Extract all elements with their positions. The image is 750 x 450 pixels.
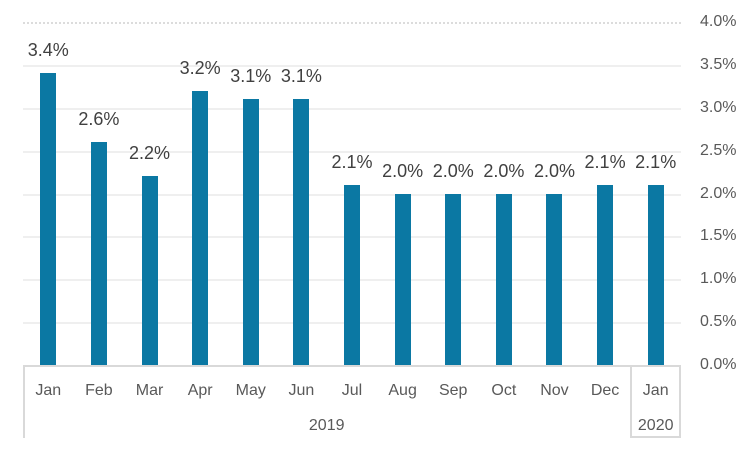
x-month-label: Apr [187,382,213,399]
bar [495,193,512,365]
bar-data-label: 2.1% [331,151,373,172]
bar [192,90,209,365]
x-month-label: Sep [438,382,468,399]
bar-data-label: 3.1% [280,66,322,87]
x-month-label: Nov [540,382,569,399]
x-axis-border-vertical [630,365,633,438]
gridline [23,150,681,153]
x-axis-border-bottom [630,436,681,438]
bar-data-label: 2.6% [78,109,120,130]
x-axis-border-vertical [23,365,25,438]
y-tick-label: 2.5% [700,141,737,159]
x-month-label: Jul [341,382,363,399]
bar [546,193,563,365]
bar-data-label: 3.2% [179,57,221,78]
bar [141,176,158,365]
x-month-label: Jan [35,382,62,399]
bar [647,184,664,365]
y-tick-label: 0.0% [700,356,737,373]
bar [90,142,107,365]
bar-data-label: 2.0% [382,160,424,181]
bar-data-label: 3.1% [230,66,272,87]
year-label: 2019 [308,417,345,434]
bar-data-label: 2.0% [432,160,474,181]
gridline [23,64,681,67]
x-month-label: Aug [388,382,417,399]
x-month-label: May [235,382,266,399]
x-axis-border-vertical [679,365,681,438]
bar-data-label: 2.1% [635,151,677,172]
bar-data-label: 2.2% [129,143,171,164]
y-tick-label: 1.5% [700,227,737,245]
bar [597,184,614,365]
x-month-label: Feb [85,382,113,399]
bar [293,99,310,365]
x-axis-line [23,365,681,367]
y-tick-label: 4.0% [700,13,737,30]
y-tick-label: 2.0% [700,184,737,202]
bar-data-label: 2.0% [483,160,525,181]
y-tick-label: 0.5% [700,313,737,331]
x-month-label: Jan [642,382,669,399]
bar-data-label: 2.1% [584,151,626,172]
bar-data-label: 3.4% [27,40,69,61]
x-month-label: Mar [135,382,164,399]
bar [40,73,57,365]
x-month-label: Dec [590,382,620,399]
bar [394,193,411,365]
x-month-label: Oct [491,382,517,399]
bar [242,99,259,365]
gridline-max [23,22,681,24]
bar-data-label: 2.0% [533,160,575,181]
y-tick-label: 3.0% [700,98,737,116]
gridline [23,107,681,110]
bar [344,184,360,365]
bar [445,193,462,365]
x-month-label: Jun [288,382,315,399]
y-tick-label: 1.0% [700,270,737,288]
year-label: 2020 [637,417,674,434]
y-tick-label: 3.5% [700,55,737,73]
